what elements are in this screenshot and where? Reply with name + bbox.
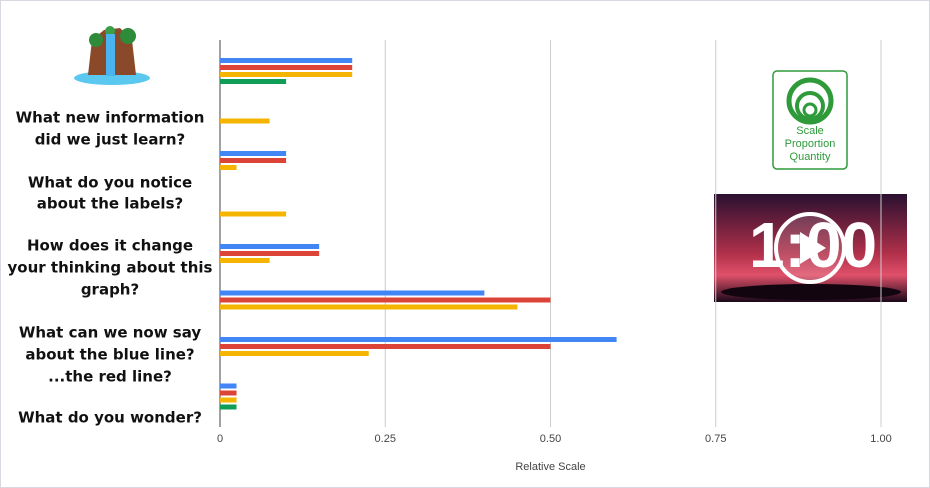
question-text: What can we now say (19, 324, 202, 342)
bar (220, 297, 551, 303)
bar (220, 304, 518, 310)
bar (220, 72, 353, 77)
bar (220, 337, 617, 342)
question-text: How does it change (27, 237, 193, 255)
bar (220, 251, 320, 256)
question-text: about the labels? (37, 195, 183, 213)
bar (220, 344, 551, 349)
x-tick-label: 0.75 (705, 433, 726, 445)
bar (220, 383, 237, 389)
question-text: graph? (81, 281, 139, 299)
bar (220, 118, 270, 124)
bar (220, 79, 287, 84)
bar (220, 151, 287, 156)
logo (772, 70, 848, 170)
bar (220, 58, 353, 63)
bar (220, 351, 369, 356)
bar (220, 390, 237, 396)
bar (220, 397, 237, 403)
play-icon (800, 232, 826, 264)
x-tick-label: 1.00 (870, 433, 891, 445)
bar (220, 211, 287, 217)
x-tick-label: 0.50 (540, 433, 561, 445)
logo-text: Scale (796, 125, 824, 137)
question-text: What do you wonder? (18, 409, 202, 427)
x-axis-title: Relative Scale (515, 461, 585, 473)
question-text: your thinking about this (8, 259, 213, 277)
x-tick-label: 0.25 (375, 433, 396, 445)
bar (220, 244, 320, 249)
bar (220, 290, 485, 296)
question-text: What new information (16, 109, 205, 127)
question-text: did we just learn? (35, 131, 185, 149)
logo-text: Proportion (785, 138, 836, 150)
bar (220, 404, 237, 410)
waterfall-image (74, 26, 150, 85)
bar (220, 165, 237, 170)
bar (220, 65, 353, 70)
question-text: ...the red line? (48, 368, 172, 386)
question-text: What do you notice (28, 174, 192, 192)
bar (220, 258, 270, 263)
question-text: about the blue line? (25, 346, 194, 364)
x-tick-label: 0 (217, 433, 223, 445)
bar (220, 158, 287, 163)
logo-text: Quantity (790, 151, 831, 163)
